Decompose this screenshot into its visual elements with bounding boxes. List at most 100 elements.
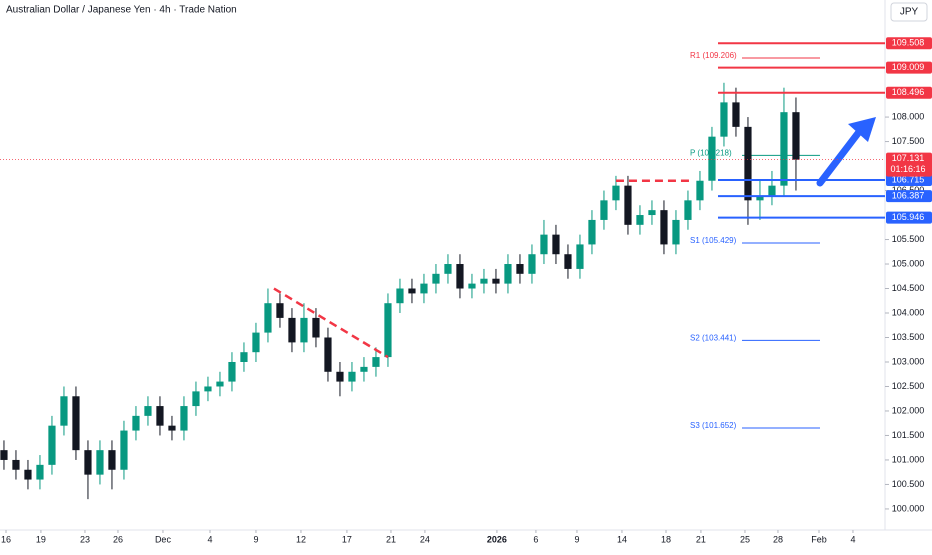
y-tick-label: 101.000	[892, 454, 925, 464]
candle-body	[72, 396, 80, 451]
y-tick-label: 100.000	[892, 503, 925, 513]
x-tick-label: 24	[420, 534, 430, 544]
candle-body	[420, 283, 428, 294]
countdown-label: 01:16:16	[890, 164, 925, 174]
pivot-label: S3 (101.652)	[690, 421, 737, 430]
y-tick-label: 105.000	[892, 258, 925, 268]
candle-body	[276, 303, 284, 318]
candle-body	[48, 425, 56, 465]
candle-body	[84, 450, 92, 475]
x-tick-label: Feb	[811, 534, 827, 544]
x-tick-label: 14	[617, 534, 627, 544]
x-tick-label: 2026	[487, 534, 507, 544]
candle-body	[240, 352, 248, 362]
candle-body	[792, 112, 800, 160]
x-tick-label: 12	[296, 534, 306, 544]
y-tick-label: 105.500	[892, 234, 925, 244]
y-tick-label: 106.500	[892, 185, 925, 195]
candle-body	[528, 254, 536, 274]
level-label: 108.496	[892, 87, 925, 97]
x-tick-label: 4	[850, 534, 855, 544]
current-price-tag	[886, 152, 932, 177]
candle-body	[624, 185, 632, 225]
x-tick-label: 21	[386, 534, 396, 544]
x-tick-label: 19	[36, 534, 46, 544]
candle-body	[456, 264, 464, 289]
candle-body	[60, 396, 68, 426]
pivot-label: R1 (109.206)	[690, 51, 737, 60]
candle-body	[612, 185, 620, 201]
currency-button[interactable]	[890, 2, 928, 22]
candle-body	[432, 273, 440, 284]
candle-body	[696, 180, 704, 201]
candle-body	[684, 200, 692, 220]
candle-body	[288, 317, 296, 343]
level-tag	[886, 61, 932, 74]
candle-body	[492, 278, 500, 284]
x-tick-label: 23	[80, 534, 90, 544]
x-tick-label: 16	[1, 534, 11, 544]
level-tag	[886, 86, 932, 99]
level-tag	[886, 211, 932, 224]
candle-body	[780, 112, 788, 186]
level-label: 105.946	[892, 212, 925, 222]
candle-body	[372, 357, 380, 367]
candle-body	[24, 469, 32, 480]
candle-body	[516, 264, 524, 274]
candle-body	[0, 450, 8, 460]
candle-body	[168, 425, 176, 431]
y-tick-label: 102.000	[892, 405, 925, 415]
candle-body	[228, 361, 236, 382]
x-tick-label: 21	[696, 534, 706, 544]
candle-body	[252, 332, 260, 353]
candle-body	[732, 102, 740, 127]
level-label: 109.508	[892, 38, 925, 48]
level-tag	[886, 174, 932, 187]
candle-body	[300, 317, 308, 343]
candle-body	[480, 278, 488, 284]
candle-body	[720, 102, 728, 137]
candle-body	[348, 371, 356, 382]
pivot-label: S2 (103.441)	[690, 333, 737, 342]
current-price-label: 107.131	[892, 153, 925, 163]
candle-body	[552, 234, 560, 255]
x-tick-label: 26	[113, 534, 123, 544]
candle-body	[756, 195, 764, 201]
y-tick-label: 103.500	[892, 332, 925, 342]
candle-body	[468, 283, 476, 289]
x-tick-label: 18	[661, 534, 671, 544]
candle-body	[96, 450, 104, 475]
pivot-label: S1 (105.429)	[690, 236, 737, 245]
candle-body	[180, 406, 188, 431]
y-tick-label: 104.500	[892, 283, 925, 293]
candle-body	[504, 264, 512, 284]
candle-body	[144, 406, 152, 416]
y-tick-label: 108.000	[892, 111, 925, 121]
x-tick-label: 25	[740, 534, 750, 544]
y-tick-label: 104.000	[892, 307, 925, 317]
candle-body	[600, 200, 608, 220]
candle-body	[156, 406, 164, 426]
x-tick-label: 6	[533, 534, 538, 544]
y-tick-label: 101.500	[892, 430, 925, 440]
y-tick-label: 103.000	[892, 356, 925, 366]
x-tick-label: Dec	[155, 534, 172, 544]
candle-body	[264, 303, 272, 333]
x-tick-label: 9	[253, 534, 258, 544]
candle-body	[204, 386, 212, 392]
candle-body	[768, 185, 776, 196]
level-label: 109.009	[892, 62, 925, 72]
candle-body	[744, 126, 752, 201]
x-tick-label: 17	[342, 534, 352, 544]
currency-label[interactable]: JPY	[900, 7, 919, 18]
level-tag	[886, 37, 932, 50]
arrow-shaft	[816, 124, 866, 187]
candle-body	[648, 210, 656, 216]
candle-body	[36, 464, 44, 480]
level-label: 106.387	[892, 190, 925, 200]
candle-body	[396, 288, 404, 304]
y-tick-label: 100.500	[892, 479, 925, 489]
trendline	[273, 287, 389, 359]
